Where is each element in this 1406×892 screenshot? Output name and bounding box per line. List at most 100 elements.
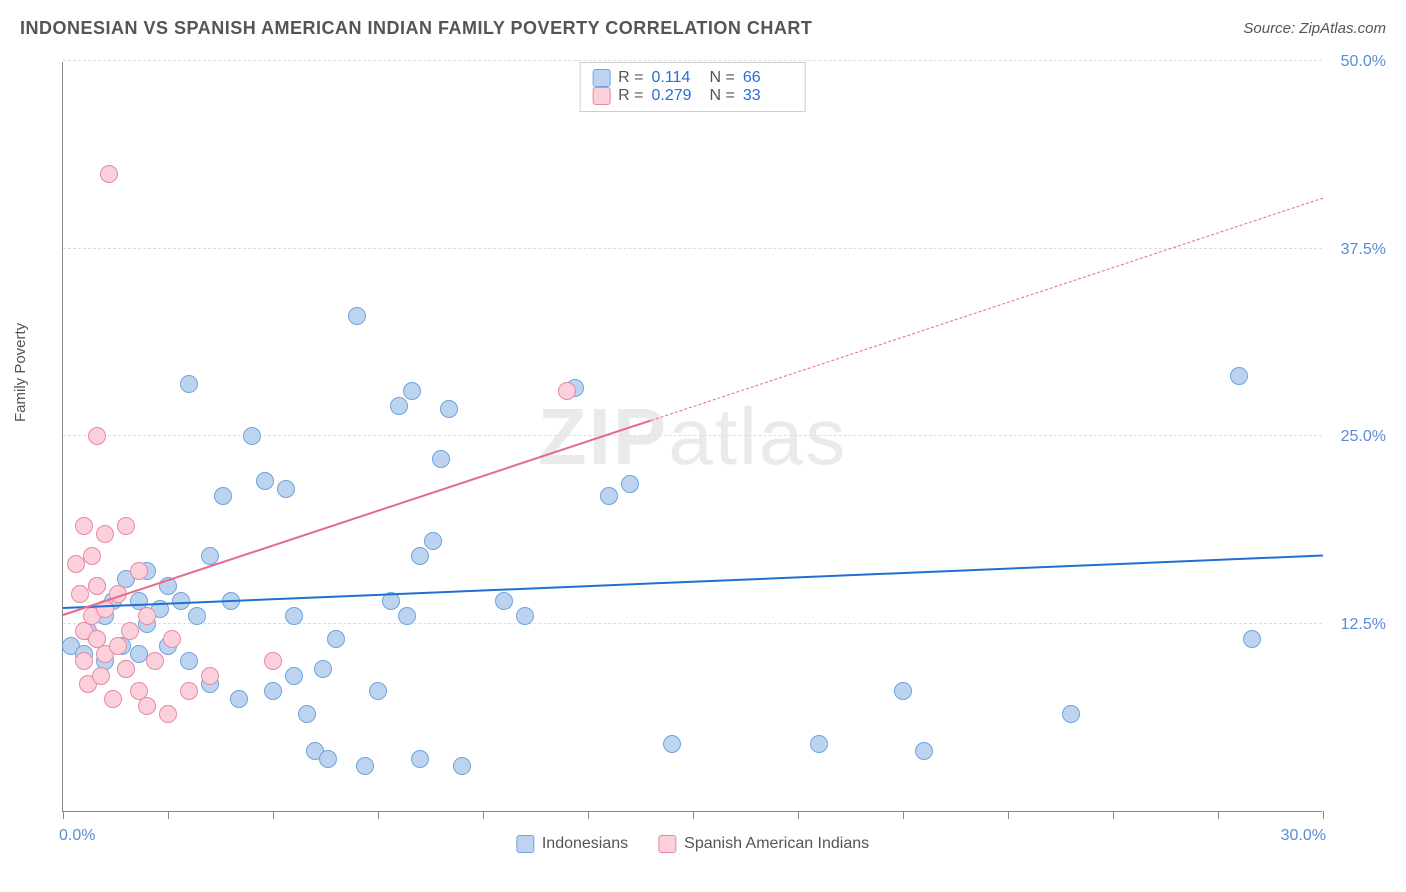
y-axis-label: Family Poverty xyxy=(12,323,29,422)
data-point xyxy=(390,397,408,415)
y-tick-label: 25.0% xyxy=(1341,428,1386,446)
data-point xyxy=(163,630,181,648)
data-point xyxy=(516,607,534,625)
data-point xyxy=(201,667,219,685)
plot-region: ZIPatlas R =0.114N =66R =0.279N =33 Indo… xyxy=(62,62,1322,812)
data-point xyxy=(314,660,332,678)
data-point xyxy=(495,592,513,610)
correlation-legend-row: R = 0.279 N = 33 xyxy=(592,87,793,105)
data-point xyxy=(96,525,114,543)
data-point xyxy=(285,667,303,685)
data-point xyxy=(100,165,118,183)
x-tick xyxy=(1218,811,1219,819)
x-tick xyxy=(798,811,799,819)
trend-line xyxy=(63,554,1323,608)
chart-area: Family Poverty ZIPatlas R =0.114N =66R =… xyxy=(20,52,1386,872)
data-point xyxy=(117,517,135,535)
legend-item: Spanish American Indians xyxy=(658,835,869,853)
n-label: N = xyxy=(710,87,735,105)
data-point xyxy=(411,750,429,768)
data-point xyxy=(264,652,282,670)
data-point xyxy=(88,427,106,445)
data-point xyxy=(319,750,337,768)
data-point xyxy=(67,555,85,573)
data-point xyxy=(146,652,164,670)
data-point xyxy=(104,690,122,708)
data-point xyxy=(894,682,912,700)
data-point xyxy=(621,475,639,493)
y-tick-label: 12.5% xyxy=(1341,616,1386,634)
x-tick xyxy=(588,811,589,819)
x-tick xyxy=(903,811,904,819)
data-point xyxy=(600,487,618,505)
y-tick-label: 50.0% xyxy=(1341,53,1386,71)
correlation-legend-row: R = 0.114 N = 66 xyxy=(592,69,793,87)
data-point xyxy=(121,622,139,640)
data-point xyxy=(75,517,93,535)
chart-header: INDONESIAN VS SPANISH AMERICAN INDIAN FA… xyxy=(0,0,1406,47)
data-point xyxy=(88,577,106,595)
data-point xyxy=(138,607,156,625)
data-point xyxy=(188,607,206,625)
data-point xyxy=(277,480,295,498)
n-value: 33 xyxy=(743,87,793,105)
legend-swatch xyxy=(592,87,610,105)
r-value: 0.279 xyxy=(652,87,702,105)
data-point xyxy=(159,705,177,723)
data-point xyxy=(92,667,110,685)
y-tick-label: 37.5% xyxy=(1341,241,1386,259)
data-point xyxy=(298,705,316,723)
data-point xyxy=(1062,705,1080,723)
data-point xyxy=(348,307,366,325)
gridline xyxy=(63,623,1322,624)
x-tick xyxy=(378,811,379,819)
series-legend: IndonesiansSpanish American Indians xyxy=(516,835,869,853)
data-point xyxy=(214,487,232,505)
data-point xyxy=(256,472,274,490)
data-point xyxy=(424,532,442,550)
data-point xyxy=(243,427,261,445)
x-tick-label: 30.0% xyxy=(1281,827,1326,845)
r-label: R = xyxy=(618,87,643,105)
data-point xyxy=(915,742,933,760)
data-point xyxy=(130,562,148,580)
data-point xyxy=(264,682,282,700)
correlation-legend: R = 0.114 N = 66 R = 0.279 N = 33 xyxy=(579,62,806,112)
r-value: 0.114 xyxy=(652,69,702,87)
data-point xyxy=(180,652,198,670)
data-point xyxy=(411,547,429,565)
x-tick xyxy=(693,811,694,819)
data-point xyxy=(230,690,248,708)
data-point xyxy=(1243,630,1261,648)
data-point xyxy=(403,382,421,400)
data-point xyxy=(327,630,345,648)
legend-label: Spanish American Indians xyxy=(684,835,869,853)
data-point xyxy=(810,735,828,753)
data-point xyxy=(109,637,127,655)
data-point xyxy=(117,660,135,678)
data-point xyxy=(398,607,416,625)
n-label: N = xyxy=(710,69,735,87)
data-point xyxy=(356,757,374,775)
gridline xyxy=(63,248,1322,249)
x-tick xyxy=(483,811,484,819)
x-tick xyxy=(1113,811,1114,819)
gridline xyxy=(63,60,1322,61)
x-tick xyxy=(1323,811,1324,819)
x-tick-label: 0.0% xyxy=(59,827,95,845)
chart-title: INDONESIAN VS SPANISH AMERICAN INDIAN FA… xyxy=(20,18,812,39)
data-point xyxy=(432,450,450,468)
legend-swatch xyxy=(658,835,676,853)
data-point xyxy=(180,682,198,700)
data-point xyxy=(130,645,148,663)
source-credit: Source: ZipAtlas.com xyxy=(1243,20,1386,37)
x-tick xyxy=(1008,811,1009,819)
r-label: R = xyxy=(618,69,643,87)
data-point xyxy=(440,400,458,418)
data-point xyxy=(285,607,303,625)
legend-swatch xyxy=(592,69,610,87)
n-value: 66 xyxy=(743,69,793,87)
x-tick xyxy=(63,811,64,819)
data-point xyxy=(75,652,93,670)
data-point xyxy=(369,682,387,700)
